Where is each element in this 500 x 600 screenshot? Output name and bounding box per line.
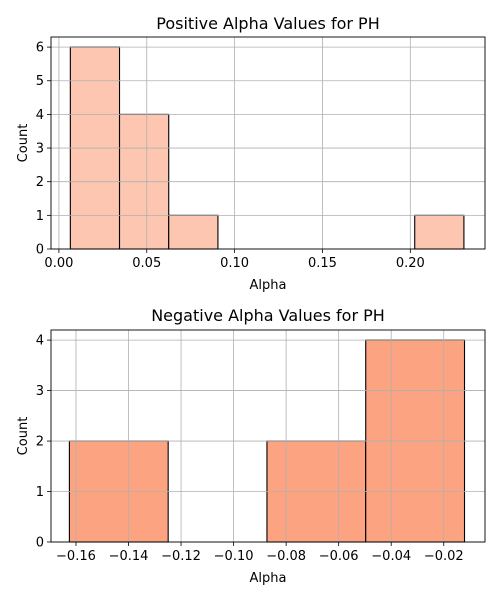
histogram-bar (168, 214, 219, 250)
negative-alpha-histogram: Negative Alpha Values for PH −0.16 −0.14−… (16, 306, 486, 586)
x-tick-label: 0.00 (44, 256, 73, 271)
y-tick-label: 1 (36, 209, 44, 224)
y-tick-label: 0 (36, 536, 44, 551)
x-axis-label: Alpha (250, 278, 287, 293)
y-tick-label: 2 (36, 435, 44, 450)
axes-frame (50, 36, 486, 250)
chart-title: Positive Alpha Values for PH (156, 14, 379, 33)
x-tick-label: 0.10 (220, 256, 249, 271)
y-axis-label: Count (16, 124, 31, 163)
x-tick-label: 0.15 (308, 256, 337, 271)
y-tick-label: 6 (36, 41, 44, 56)
x-tick-label: −0.14 (109, 549, 149, 564)
positive-alpha-histogram: Positive Alpha Values for PH 0.00 0.05 0.1… (16, 14, 486, 293)
x-tick-label: 0.05 (132, 256, 161, 271)
y-tick-label: 1 (36, 485, 44, 500)
plot-area: 0.00 0.05 0.10 0.15 0.20 0 1 2 3 4 5 6 (36, 36, 486, 271)
y-tick-label: 0 (36, 243, 44, 258)
x-tick-label: −0.06 (319, 549, 359, 564)
y-tick-label: 5 (36, 74, 44, 89)
y-tick-label: 4 (36, 108, 44, 123)
chart-title: Negative Alpha Values for PH (151, 306, 385, 325)
x-tick-label: −0.12 (161, 549, 201, 564)
plot-area: −0.16 −0.14 −0.12 −0.10 −0.08 −0.06 −0.04 −0.02… (36, 329, 486, 564)
x-tick-label: −0.08 (266, 549, 306, 564)
x-tick-label: −0.02 (424, 549, 464, 564)
histogram-bar (414, 214, 465, 250)
x-tick-label: −0.10 (214, 549, 254, 564)
x-tick-label: 0.20 (396, 256, 425, 271)
x-axis-label: Alpha (250, 571, 287, 586)
y-axis-label: Count (16, 417, 31, 456)
y-tick-label: 3 (36, 142, 44, 157)
y-tick-label: 3 (36, 384, 44, 399)
x-tick-label: −0.16 (56, 549, 96, 564)
y-tick-label: 4 (36, 334, 44, 349)
y-tick-label: 2 (36, 175, 44, 190)
x-tick-label: −0.04 (371, 549, 411, 564)
axes-frame (50, 329, 486, 543)
